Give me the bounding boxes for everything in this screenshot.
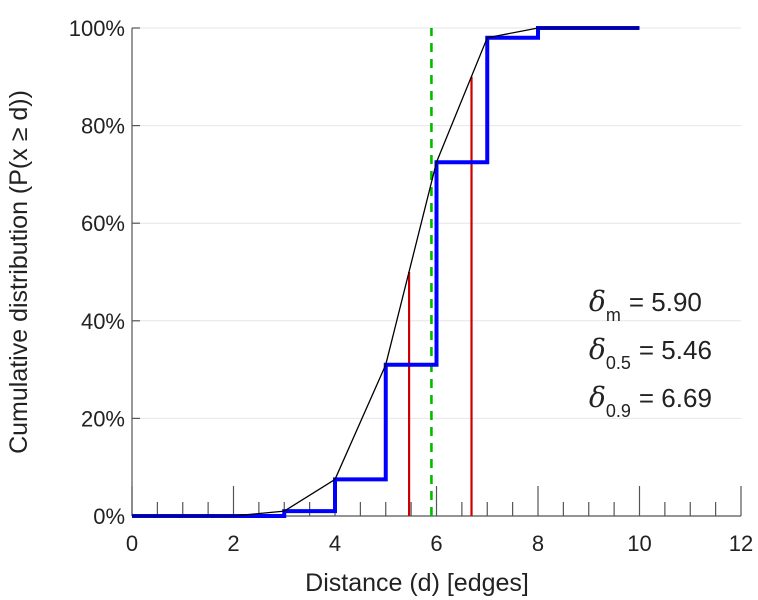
x-tick-label: 10 [627,531,651,556]
x-tick-label: 6 [430,531,442,556]
stat-value: = 5.46 [639,335,712,365]
delta-symbol: δ [589,285,606,318]
x-tick-label: 4 [329,531,341,556]
stat-annotation: δ0.9 = 6.69 [589,381,712,421]
y-tick-label: 20% [81,406,125,431]
delta-symbol: δ [589,381,606,414]
x-tick-label: 0 [126,531,138,556]
y-axis-label: Cumulative distribution (P(x ≥ d)) [5,90,33,454]
y-tick-label: 40% [81,309,125,334]
delta-subscript: 0.5 [606,353,631,373]
x-tick-label: 2 [227,531,239,556]
y-tick-label: 80% [81,114,125,139]
data-series [132,26,640,518]
y-tick-label: 60% [81,211,125,236]
delta-symbol: δ [589,333,606,366]
stat-annotation: δm = 5.90 [589,285,702,325]
y-tick-label: 100% [69,16,125,41]
x-tick-label: 8 [532,531,544,556]
x-tick-label: 12 [729,531,753,556]
delta-subscript: 0.9 [606,401,631,421]
interp-series [132,27,640,517]
stat-value: = 5.90 [629,287,702,317]
reference-lines [407,28,473,516]
x-axis-label: Distance (d) [edges] [305,569,529,597]
step-series [132,26,640,518]
tick-labels: 0% 20% 40% 60% 80% 100% 0 2 4 6 8 10 12 [69,16,754,556]
y-tick-label: 0% [93,504,125,529]
stat-value: = 6.69 [639,383,712,413]
delta-subscript: m [606,305,621,325]
stat-annotation: δ0.5 = 5.46 [589,333,712,373]
